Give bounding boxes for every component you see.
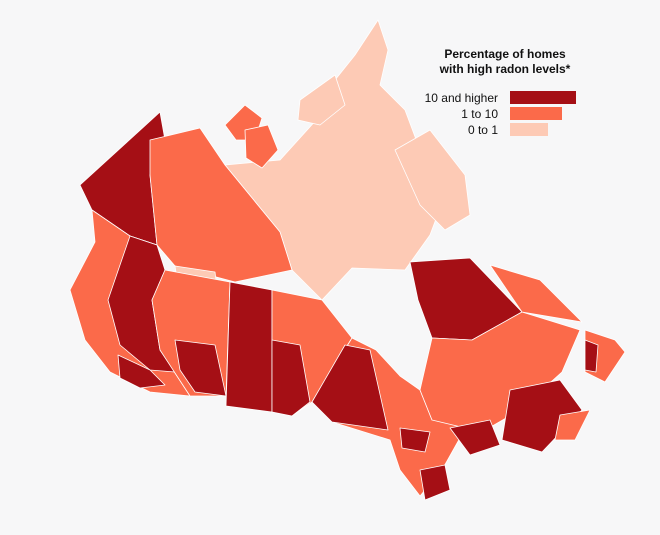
legend-title: with high radon levels* — [439, 62, 571, 76]
region — [244, 124, 279, 169]
regions — [69, 19, 626, 501]
region — [117, 354, 166, 389]
region — [297, 74, 346, 126]
region — [419, 464, 451, 501]
legend-label: 10 and higher — [425, 91, 498, 105]
legend-label: 1 to 10 — [461, 107, 498, 121]
region — [271, 339, 311, 417]
legend-label: 0 to 1 — [468, 123, 498, 137]
region — [225, 281, 273, 413]
region — [394, 129, 471, 231]
legend-swatch — [510, 91, 576, 104]
region — [584, 339, 599, 373]
region — [554, 409, 591, 441]
legend: Percentage of homes with high radon leve… — [425, 47, 576, 137]
legend-swatch — [510, 107, 562, 120]
legend-swatch — [510, 123, 548, 136]
region — [149, 127, 293, 283]
region — [399, 427, 431, 453]
region — [449, 419, 501, 456]
region — [174, 339, 227, 397]
region — [489, 264, 583, 323]
legend-title: Percentage of homes — [444, 47, 566, 61]
region — [311, 344, 389, 431]
